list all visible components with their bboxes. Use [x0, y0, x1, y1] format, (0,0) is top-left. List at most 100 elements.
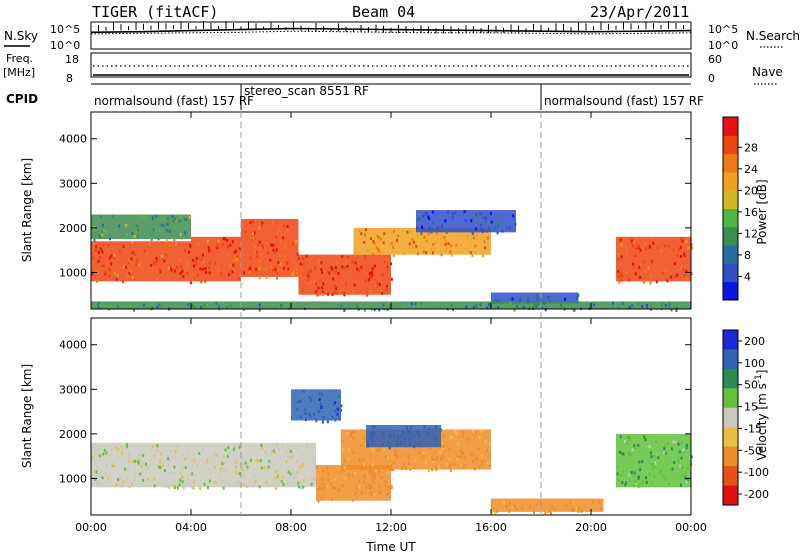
velocity-cell [648, 472, 651, 476]
velocity-cell [657, 456, 660, 460]
power-cell [485, 216, 487, 220]
power-cell [473, 219, 476, 222]
power-cell [621, 301, 624, 305]
velocity-cell [176, 444, 179, 448]
power-cell [450, 244, 452, 248]
velocity-cell [548, 509, 551, 513]
power-cell [147, 242, 150, 246]
velocity-cell [384, 454, 387, 458]
power-cell [639, 276, 642, 279]
power-cell [136, 259, 139, 263]
power-cell [341, 265, 344, 269]
velocity-cell [424, 460, 427, 464]
velocity-cell [287, 470, 290, 474]
velocity-cell [241, 462, 244, 466]
velocity-cell [395, 442, 398, 446]
velocity-cell [488, 465, 491, 468]
power-cell [414, 302, 417, 306]
velocity-cell [153, 477, 156, 481]
power-cell [487, 242, 490, 246]
power-cell [343, 291, 346, 295]
power-cell [243, 271, 245, 275]
power-cell [370, 290, 373, 294]
power-cell [471, 232, 474, 235]
velocity-cell [131, 482, 134, 486]
velocity-cell [241, 467, 244, 471]
velocity-cell [355, 486, 358, 490]
power-cell [318, 292, 321, 296]
power-cell [259, 305, 261, 309]
velocity-cell [308, 396, 311, 399]
velocity-region-0 [91, 442, 317, 491]
velocity-cell [337, 395, 340, 399]
velocity-cell [435, 425, 437, 429]
velocity-cell [681, 473, 684, 477]
power-cell [314, 266, 317, 270]
velocity-cell [323, 486, 325, 490]
velocity-cell [299, 415, 302, 419]
velocity-cell [184, 465, 187, 469]
power-cell [248, 270, 251, 274]
power-cell [435, 231, 438, 235]
velocity-cell [639, 468, 642, 472]
velocity-cell [408, 462, 410, 465]
velocity-cell [122, 480, 124, 484]
power-cell [105, 231, 107, 234]
velocity-cell [192, 459, 195, 463]
velocity-cell [344, 459, 347, 463]
velocity-cell [456, 455, 459, 459]
velocity-cell [481, 460, 484, 464]
power-cell [620, 255, 623, 259]
power-colorbar-tick-label-1: 8 [744, 249, 751, 262]
power-cell [168, 229, 171, 233]
power-cell [204, 267, 207, 270]
freq-label-line1: Freq. [6, 52, 33, 65]
velocity-cell [672, 440, 675, 444]
power-cell [192, 278, 195, 282]
velocity-cell [396, 441, 399, 445]
power-cell [450, 228, 453, 232]
power-cell [141, 215, 144, 219]
power-cell [275, 248, 278, 252]
power-cell [343, 266, 346, 270]
power-cell [685, 270, 688, 274]
power-cell [303, 275, 306, 279]
power-cell [186, 262, 189, 266]
power-cell [634, 272, 637, 276]
velocity-cell [254, 480, 257, 484]
xtick-label-5: 20:00 [575, 521, 607, 534]
velocity-cell [366, 442, 369, 446]
velocity-cell [159, 460, 162, 464]
velocity-cell [125, 477, 128, 481]
velocity-colorbar-swatch-0 [723, 330, 738, 350]
power-cell [204, 279, 207, 283]
power-cell [98, 235, 101, 239]
velocity-region-1 [316, 465, 393, 503]
velocity-cell [338, 417, 341, 421]
power-cell [316, 293, 319, 297]
power-cell [639, 248, 642, 252]
xtick-label-6: 00:00 [675, 521, 707, 534]
power-ytick-label-1: 2000 [59, 222, 87, 235]
velocity-cell [448, 457, 451, 461]
power-cell [345, 260, 348, 263]
power-cell [451, 228, 454, 232]
power-cell [122, 265, 125, 269]
velocity-cell [217, 454, 219, 458]
power-cell [296, 271, 298, 275]
velocity-cell [104, 471, 107, 475]
xtick-label-0: 00:00 [75, 521, 107, 534]
velocity-cell [159, 458, 162, 462]
power-cell [102, 244, 105, 248]
velocity-colorbar-frame [722, 329, 739, 506]
velocity-cell [105, 451, 108, 455]
power-cell [395, 234, 398, 238]
power-cell [272, 268, 275, 272]
power-cell [685, 278, 688, 281]
power-cell [165, 253, 168, 257]
velocity-cell [432, 460, 435, 464]
velocity-cell [633, 484, 635, 488]
velocity-region-3 [291, 389, 343, 424]
velocity-cell [388, 446, 391, 450]
power-cell [480, 227, 483, 231]
